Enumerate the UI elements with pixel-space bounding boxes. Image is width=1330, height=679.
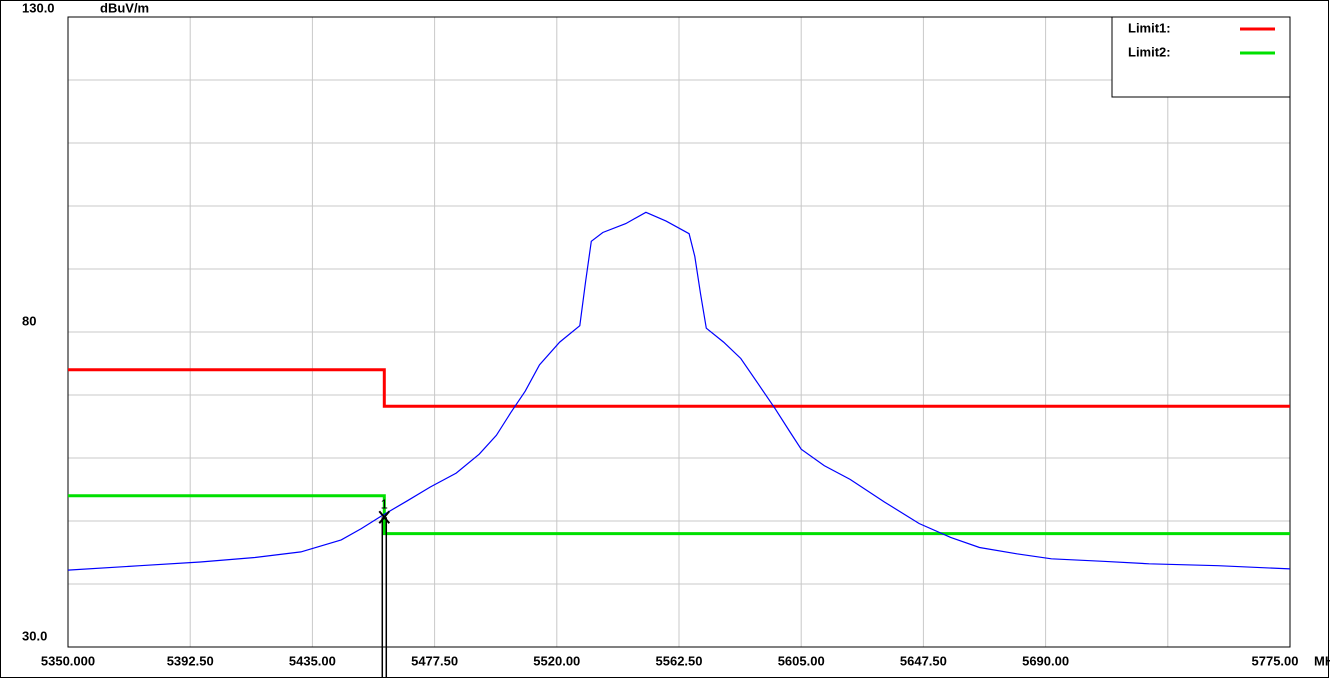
y-unit: dBuV/m	[100, 0, 149, 15]
x-tick-label: 5477.50	[411, 653, 458, 668]
x-tick-label: 5605.00	[778, 653, 825, 668]
marker-label: 1	[381, 497, 388, 512]
trace	[67, 211, 1291, 571]
limit-line	[68, 368, 1290, 408]
x-unit: MH	[1314, 653, 1330, 668]
x-tick-label: 5435.00	[289, 653, 336, 668]
plot-border	[67, 16, 1291, 648]
x-tick-label: 5392.50	[167, 653, 214, 668]
x-tick-label: 5775.00	[1252, 653, 1299, 668]
marker-x	[378, 510, 391, 524]
y-top-label: 130.0	[22, 0, 55, 15]
legend-label: Limit2:	[1128, 44, 1171, 59]
legend: Limit1: Limit2:	[1111, 16, 1291, 98]
x-tick-label: 5647.50	[900, 653, 947, 668]
x-tick-label: 5520.00	[533, 653, 580, 668]
y-tick-label: 80	[22, 313, 36, 328]
y-tick-label: 30.0	[22, 628, 47, 643]
x-tick-label: 5562.50	[656, 653, 703, 668]
x-tick-label: 5350.000	[41, 653, 95, 668]
x-tick-label: 5690.00	[1022, 653, 1069, 668]
legend-label: Limit1:	[1128, 20, 1171, 35]
